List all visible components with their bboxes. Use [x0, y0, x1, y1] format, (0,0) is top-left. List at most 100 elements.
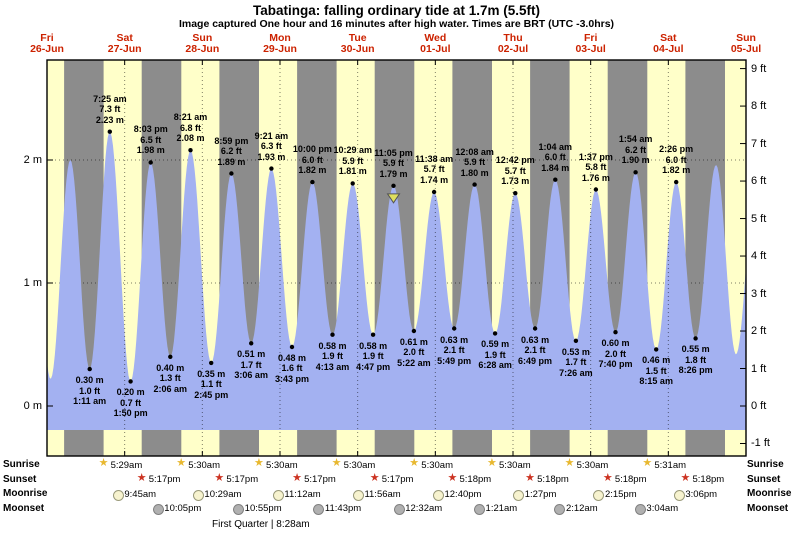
- day-label-line: Mon: [269, 32, 291, 44]
- tide-annotation-line: 2.0 ft: [604, 348, 626, 359]
- low-tide-annotation: 0.61 m 2.0 ft 5:22 am: [392, 337, 436, 369]
- y-axis-right-label: 9 ft: [751, 62, 767, 75]
- astro-time: 5:30am: [576, 459, 609, 471]
- moonrise-icon: [352, 489, 364, 501]
- astro-time: 12:40pm: [444, 488, 482, 500]
- tide-annotation-line: 0.58 m: [359, 340, 388, 351]
- tide-annotation-line: 1.89 m: [217, 156, 246, 167]
- tide-extreme-dot: [613, 330, 618, 335]
- astro-row-label-left: Sunset: [3, 473, 37, 485]
- high-tide-annotation: 10:00 pm 6.0 ft 1.82 m: [290, 144, 334, 176]
- high-tide-annotation: 9:21 am 6.3 ft 1.93 m: [249, 131, 293, 163]
- tide-extreme-dot: [452, 326, 457, 331]
- tide-annotation-line: 6.5 ft: [140, 134, 162, 145]
- tide-annotation-line: 1.82 m: [662, 165, 691, 176]
- day-label: Mon 29-Jun: [245, 33, 315, 55]
- astro-time: 1:21am: [485, 503, 518, 514]
- tide-annotation-line: 1.74 m: [420, 174, 449, 185]
- tide-annotation-line: 6.0 ft: [301, 154, 323, 165]
- moonset-icon: [152, 504, 164, 515]
- tide-annotation-line: 2.08 m: [176, 133, 205, 144]
- tide-annotation-line: 1:54 am: [618, 134, 653, 145]
- y-axis-right-label: 6 ft: [751, 175, 767, 188]
- tide-annotation-line: 1.93 m: [257, 151, 286, 162]
- tide-annotation-line: 1.3 ft: [159, 373, 181, 384]
- moonset-icon: [554, 504, 566, 515]
- low-tide-annotation: 0.40 m 1.3 ft 2:06 am: [148, 363, 192, 395]
- day-label-line: 29-Jun: [263, 43, 297, 55]
- sunrise-star-icon: ★: [331, 457, 342, 469]
- low-tide-annotation: 0.30 m 1.0 ft 1:11 am: [68, 375, 112, 407]
- high-tide-annotation: 12:42 pm 5.7 ft 1.73 m: [493, 155, 537, 187]
- y-axis-right-label: 0 ft: [751, 400, 767, 412]
- tide-annotation-line: 1.9 ft: [484, 349, 506, 360]
- tide-annotation-line: 0.63 m: [521, 334, 550, 345]
- tide-extreme-dot: [532, 326, 538, 331]
- astro-time: 3:04am: [646, 503, 679, 514]
- tide-annotation-line: 1.9 ft: [321, 351, 343, 362]
- tide-annotation-line: 1.79 m: [379, 168, 408, 179]
- astro-time: 10:55pm: [244, 503, 282, 514]
- tide-annotation-line: 2.0 ft: [403, 347, 425, 358]
- tide-annotation-line: 2.1 ft: [443, 345, 465, 355]
- sunset-star-icon: ★: [136, 471, 147, 484]
- astro-time: 5:17pm: [226, 474, 259, 485]
- astro-row-label-right: Moonset: [747, 502, 789, 514]
- astro-row-label-left: Moonrise: [3, 488, 48, 499]
- tide-extreme-dot: [573, 338, 579, 343]
- tide-annotation-line: 2:06 am: [153, 383, 188, 394]
- moonrise-icon: [593, 489, 605, 501]
- high-tide-annotation: 1:54 am 6.2 ft 1.90 m: [614, 134, 658, 166]
- moonrise-icon: [272, 489, 284, 501]
- tide-annotation-line: 3:43 pm: [275, 373, 310, 384]
- sunset-star-icon: ★: [214, 471, 225, 484]
- tide-annotation-line: 6.0 ft: [665, 154, 687, 165]
- tide-extreme-dot: [188, 148, 193, 153]
- day-label: Sat 27-Jun: [90, 33, 160, 55]
- y-axis-right-label: 3 ft: [751, 287, 767, 300]
- sunset-star-icon: ★: [602, 471, 613, 484]
- tide-annotation-line: 8:59 pm: [214, 135, 249, 146]
- sunset-star-icon: ★: [525, 471, 536, 484]
- astro-time: 5:30am: [421, 459, 453, 471]
- chart-subtitle: Image captured One hour and 16 minutes a…: [178, 18, 615, 30]
- current-tide-marker-icon: [386, 193, 401, 204]
- tide-annotation-line: 4:13 am: [315, 361, 350, 372]
- tide-annotation-line: 1.90 m: [621, 155, 650, 166]
- tide-annotation-line: 1.76 m: [581, 172, 610, 183]
- astro-time: 5:18pm: [459, 474, 492, 485]
- astro-time: 5:17pm: [304, 474, 336, 485]
- day-label-line: 02-Jul: [497, 43, 529, 55]
- tide-annotation-line: 4:47 pm: [356, 361, 391, 372]
- high-tide-annotation: 2:26 pm 6.0 ft 1.82 m: [654, 144, 698, 176]
- day-label-line: 30-Jun: [340, 43, 375, 55]
- tide-annotation-line: 6.2 ft: [625, 144, 647, 155]
- high-tide-annotation: 8:21 am 6.8 ft 2.08 m: [169, 112, 213, 144]
- tide-annotation-line: 7:26 am: [559, 367, 593, 378]
- tide-annotation-line: 1:50 pm: [113, 408, 148, 419]
- tide-annotation-line: 11:05 pm: [374, 147, 413, 158]
- astro-time: 11:43pm: [324, 503, 362, 514]
- tide-annotation-line: 5.7 ft: [423, 164, 445, 175]
- astro-time: 3:06pm: [685, 488, 718, 500]
- y-axis-right-label: 1 ft: [751, 362, 767, 375]
- moonrise-icon: [112, 489, 124, 501]
- astro-row-label-left: Sunrise: [3, 459, 40, 470]
- tide-extreme-dot: [633, 170, 638, 175]
- high-tide-annotation: 12:08 am 5.9 ft 1.80 m: [453, 147, 497, 179]
- tide-annotation-line: 2.1 ft: [524, 345, 546, 355]
- tide-annotation-line: 1.5 ft: [645, 365, 667, 376]
- y-axis-right-label: -1 ft: [751, 437, 770, 450]
- tide-extreme-dot: [593, 187, 599, 192]
- tide-annotation-line: 5.9 ft: [464, 157, 486, 168]
- moonrise-icon: [673, 489, 685, 501]
- astro-time: 2:15pm: [604, 488, 637, 500]
- high-tide-annotation: 11:05 pm 5.9 ft 1.79 m: [372, 148, 416, 180]
- astro-time: 5:17pm: [148, 474, 181, 485]
- moonrise-icon: [432, 489, 444, 501]
- astro-time: 5:30am: [265, 459, 298, 471]
- tide-annotation-line: 0.59 m: [481, 339, 510, 350]
- tide-annotation-line: 1.9 ft: [362, 351, 384, 362]
